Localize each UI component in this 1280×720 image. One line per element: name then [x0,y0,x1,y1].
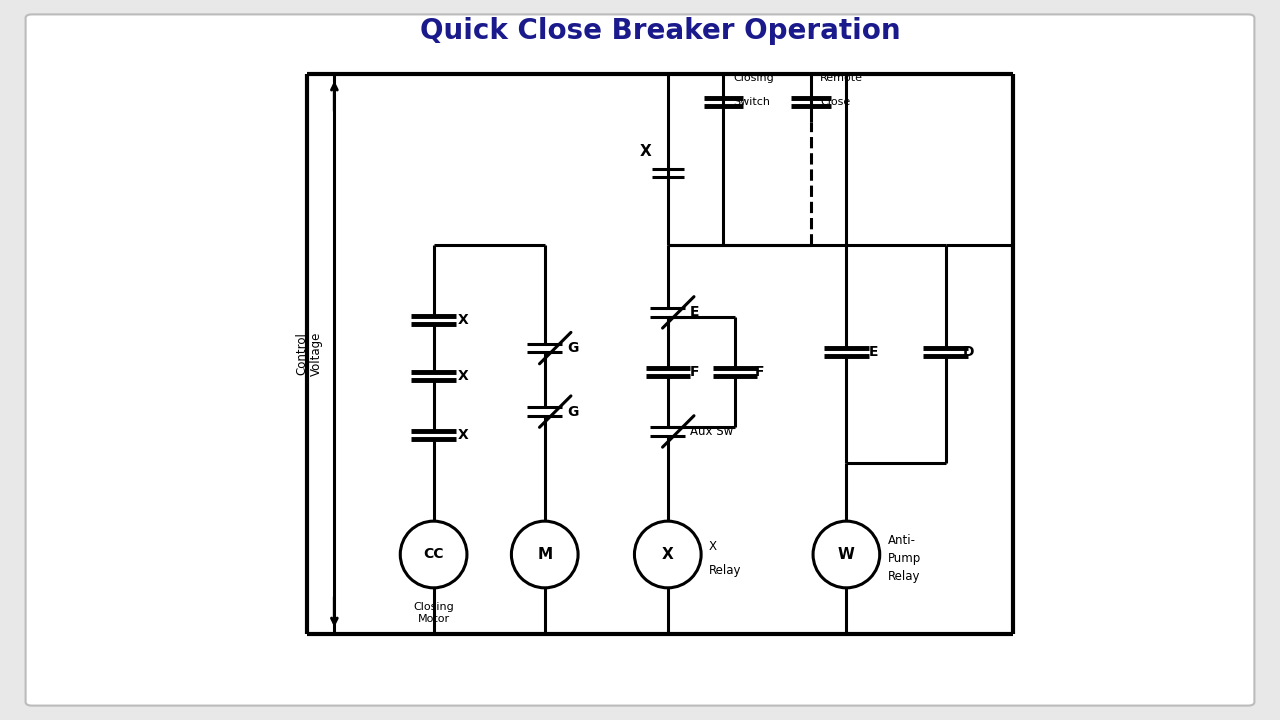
Text: W: W [838,547,855,562]
Text: X: X [662,547,673,562]
Text: Aux Sw: Aux Sw [690,425,733,438]
Text: Closing
Motor: Closing Motor [413,602,454,624]
Text: F: F [755,365,764,379]
Text: Pump: Pump [887,552,920,565]
Text: Control
Voltage: Control Voltage [294,332,323,377]
Text: X: X [457,369,468,383]
Text: Relay: Relay [887,570,920,583]
Text: E: E [690,305,699,320]
Text: Closing: Closing [733,73,773,84]
Text: Switch: Switch [733,97,769,107]
Text: E: E [869,345,878,359]
Text: D: D [963,345,974,359]
Text: Anti-: Anti- [887,534,915,546]
Text: X: X [640,144,652,158]
Text: CC: CC [424,547,444,562]
Text: G: G [567,341,579,355]
Text: X: X [457,428,468,442]
Text: Relay: Relay [709,564,741,577]
Text: M: M [538,547,552,562]
Text: G: G [567,405,579,418]
Text: F: F [690,365,699,379]
Text: Quick Close Breaker Operation: Quick Close Breaker Operation [420,17,900,45]
Text: X: X [709,540,717,553]
Text: Close: Close [820,97,850,107]
Text: X: X [457,313,468,328]
Text: Remote: Remote [820,73,863,84]
